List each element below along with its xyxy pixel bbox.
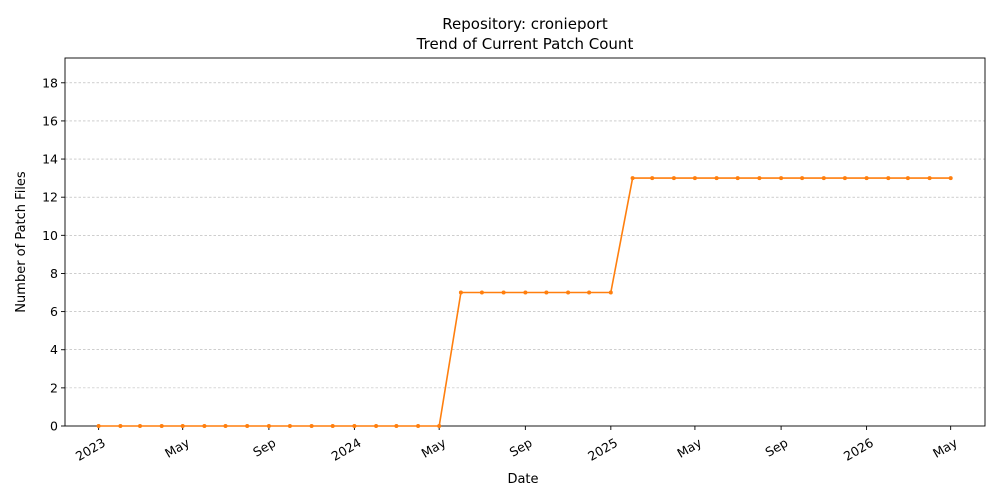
data-point	[735, 176, 740, 181]
data-point	[458, 290, 463, 295]
data-point	[779, 176, 784, 181]
data-point	[523, 290, 528, 295]
data-point	[245, 424, 250, 428]
data-point	[266, 424, 271, 428]
data-point	[374, 424, 379, 428]
data-point	[118, 424, 123, 428]
x-tick-label: 2023	[73, 435, 108, 464]
data-point	[927, 176, 932, 181]
y-tick-label: 2	[50, 380, 58, 395]
x-tick-label: 2025	[585, 435, 620, 464]
data-point	[821, 176, 826, 181]
data-point	[886, 176, 891, 181]
data-point	[223, 424, 228, 428]
x-tick-label: May	[162, 435, 192, 461]
data-point	[352, 424, 357, 428]
y-axis-label: Number of Patch Files	[14, 171, 29, 313]
y-tick-label: 0	[50, 419, 58, 434]
data-point	[96, 424, 101, 428]
data-point	[159, 424, 164, 428]
x-tick-label: Sep	[507, 435, 535, 460]
data-point	[180, 424, 185, 428]
data-point	[905, 176, 910, 181]
x-axis-label: Date	[507, 472, 538, 487]
y-tick-label: 6	[50, 304, 58, 319]
y-tick-label: 8	[50, 266, 58, 281]
plot-frame	[64, 57, 986, 427]
data-point	[714, 176, 719, 181]
data-point	[330, 424, 335, 428]
y-tick-label: 10	[42, 228, 58, 243]
x-tick-label: May	[419, 435, 449, 461]
data-point	[587, 290, 592, 295]
data-point	[416, 424, 421, 428]
x-tick-label: May	[930, 435, 960, 461]
data-point	[757, 176, 762, 181]
data-point	[437, 424, 442, 428]
data-point	[287, 424, 292, 428]
y-tick-label: 14	[42, 152, 58, 167]
series-line	[98, 177, 951, 427]
y-tick-label: 4	[50, 342, 58, 357]
data-point	[138, 424, 142, 428]
data-series	[96, 176, 953, 428]
data-point	[630, 176, 635, 181]
x-tick-label: May	[674, 435, 704, 461]
data-point	[501, 290, 506, 295]
x-tick-label: Sep	[250, 435, 278, 460]
y-tick-label: 18	[42, 75, 58, 90]
y-tick-label: 16	[42, 113, 58, 128]
chart-title-line1: Repository: cronieport	[442, 15, 608, 33]
data-point	[608, 290, 613, 295]
data-point	[864, 176, 869, 181]
data-point	[842, 176, 847, 181]
data-point	[650, 176, 655, 181]
x-tick-label: 2026	[841, 435, 876, 464]
x-axis: 2023 May Sep 2024 May Sep 2025 May Sep 2026 May	[73, 426, 960, 464]
x-tick-label: 2024	[329, 435, 364, 464]
data-point	[692, 176, 697, 181]
data-point	[671, 176, 676, 181]
x-tick-label: Sep	[762, 435, 790, 460]
chart-title-line2: Trend of Current Patch Count	[416, 35, 634, 53]
y-gridlines	[65, 82, 985, 389]
data-point	[948, 176, 953, 181]
data-point	[309, 424, 314, 428]
y-tick-label: 12	[42, 190, 58, 205]
data-point	[479, 290, 484, 295]
data-point	[544, 290, 549, 295]
data-point	[566, 290, 571, 295]
y-axis: 0 2 4 6 8 10 12 14 16 18	[42, 75, 65, 434]
data-point	[800, 176, 805, 181]
data-point	[202, 424, 207, 428]
data-point	[394, 424, 399, 428]
